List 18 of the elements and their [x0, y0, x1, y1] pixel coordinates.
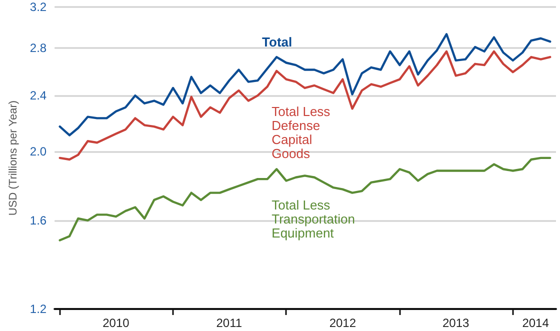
line-series — [58, 50, 552, 161]
x-tick-label: 2012 — [329, 316, 356, 330]
series-label: Total — [262, 34, 292, 50]
y-tick-label: 2.8 — [30, 41, 47, 56]
y-tick-label: 1.6 — [30, 213, 47, 228]
y-tick-label: 3.2 — [30, 0, 47, 14]
x-tick-label: 2014 — [522, 316, 550, 330]
series-label: Total Less Defense Capital Goods — [272, 104, 334, 162]
y-tick-label: 2.0 — [30, 144, 47, 159]
y-axis-title: USD (Trillions per Year) — [8, 100, 20, 216]
line-series — [58, 156, 552, 242]
x-tick-label: 2010 — [102, 316, 130, 330]
line-series — [58, 33, 552, 136]
y-tick-label: 2.4 — [30, 88, 47, 103]
x-tick-label: 2011 — [216, 316, 242, 330]
series-label: Total Less Transportation Equipment — [272, 198, 359, 241]
y-tick-label: 1.2 — [30, 302, 47, 316]
x-tick-label: 2013 — [442, 316, 470, 330]
